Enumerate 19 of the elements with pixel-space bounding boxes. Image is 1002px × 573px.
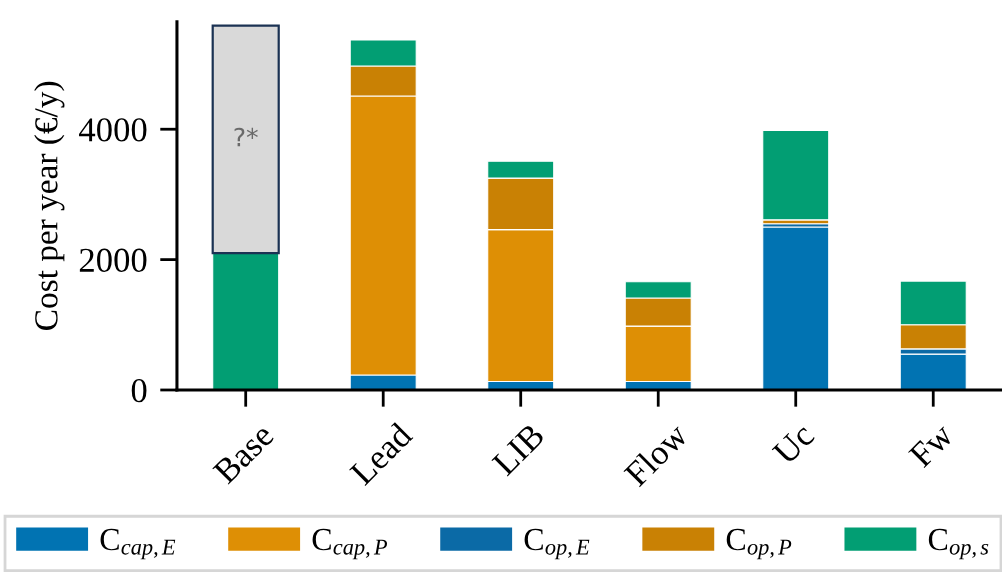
x-tick-label: Base bbox=[212, 422, 275, 485]
bar bbox=[212, 252, 280, 390]
legend-label: C$_{cap,E}$ bbox=[100, 528, 176, 560]
legend-label: C$_{op,s}$ bbox=[928, 528, 989, 560]
data-label: ?* bbox=[234, 127, 258, 147]
y-tick-label: 4000 bbox=[79, 118, 147, 142]
x-tick-label: Fw bbox=[908, 421, 955, 469]
x-tick-label: Uc bbox=[771, 422, 816, 466]
bar bbox=[211, 24, 280, 255]
bar bbox=[899, 353, 967, 390]
legend-label: C$_{op,E}$ bbox=[524, 528, 590, 560]
bar bbox=[762, 226, 830, 390]
y-axis-title: Cost per year (€/y) bbox=[34, 81, 65, 330]
y-tick-label: 0 bbox=[131, 378, 147, 403]
bar bbox=[762, 129, 830, 221]
x-tick-label: LIB bbox=[491, 422, 546, 477]
y-tick-label: 2000 bbox=[79, 248, 147, 272]
legend-label: C$_{op,P}$ bbox=[726, 528, 792, 560]
legend-label: C$_{cap,P}$ bbox=[312, 528, 388, 560]
